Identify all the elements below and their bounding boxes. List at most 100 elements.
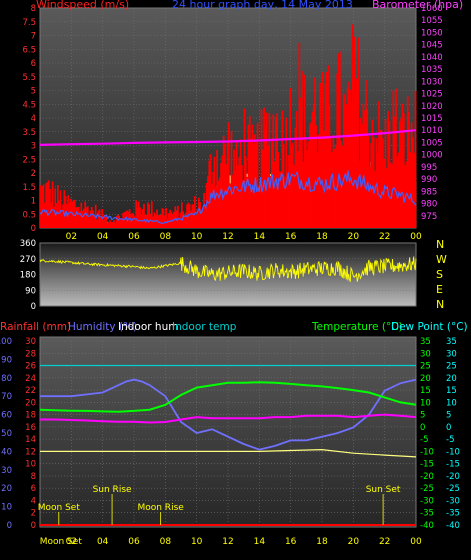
rain-tick-label: 24 — [25, 374, 36, 384]
wind-tick-label: 2 — [31, 169, 36, 179]
humidity-tick-label: 60 — [1, 411, 12, 421]
humidity-tick-label: 70 — [1, 392, 12, 402]
wind-x-tick-label: 10 — [191, 232, 203, 242]
event-label: Sun Set — [366, 485, 401, 495]
wind-x-tick-label: 22 — [379, 232, 390, 242]
wind-x-tick-label: 14 — [254, 232, 266, 242]
wind-tick-label: 0.5 — [22, 210, 36, 220]
direction-tick-label: 180 — [20, 271, 36, 281]
temp-x-tick-label: 00 — [410, 537, 422, 547]
humidity-tick-label: 80 — [1, 374, 12, 384]
wind-x-tick-label: 06 — [128, 232, 140, 242]
barometer-tick-label: 1055 — [421, 16, 443, 26]
wind-tick-label: 1.5 — [22, 183, 36, 193]
humidity-tick-label: 0 — [7, 521, 12, 531]
dew-point-tick-label: -35 — [446, 509, 460, 519]
direction-tick-label: 270 — [20, 255, 36, 265]
wind-x-tick-label: 02 — [66, 232, 77, 242]
rain-tick-label: 18 — [25, 411, 36, 421]
dew-point-tick-label: -20 — [446, 472, 460, 482]
humidity-tick-label: 20 — [1, 484, 12, 494]
humidity-tick-label: 100 — [0, 337, 12, 347]
page-title: 24 hour graph day, 14 May 2013 — [172, 0, 353, 11]
rain-tick-label: 26 — [25, 362, 36, 372]
dew-point-tick-label: -5 — [446, 435, 454, 445]
temperature-axis-label: Temperature (°C) — [311, 321, 403, 333]
wind-tick-label: 4.5 — [22, 100, 36, 110]
temperature-tick-label: 35 — [420, 337, 431, 347]
indoor-hum-label: Indoor hum — [118, 321, 178, 333]
barometer-tick-label: 1000 — [421, 151, 443, 161]
temperature-tick-label: -35 — [420, 509, 434, 519]
temp-x-tick-label: 06 — [128, 537, 140, 547]
event-label: Sun Rise — [93, 485, 132, 495]
dew-point-tick-label: -15 — [446, 460, 460, 470]
temperature-tick-label: 10 — [420, 398, 431, 408]
temperature-tick-label: -40 — [420, 521, 434, 531]
dew-point-tick-label: 15 — [446, 386, 457, 396]
barometer-tick-label: 975 — [421, 212, 437, 222]
wind-x-tick-label: 04 — [97, 232, 109, 242]
barometer-tick-label: 1020 — [421, 102, 443, 112]
direction-tick-label: 0 — [31, 302, 36, 312]
rain-tick-label: 6 — [31, 484, 36, 494]
rain-tick-label: 28 — [25, 349, 36, 359]
dew-point-tick-label: 20 — [446, 374, 457, 384]
wind-tick-label: 1 — [31, 197, 36, 207]
wind-tick-label: 3.5 — [22, 128, 36, 138]
moon-set-axis-label: Moon Set — [40, 537, 83, 547]
rain-tick-label: 30 — [25, 337, 36, 347]
temperature-tick-label: 25 — [420, 362, 431, 372]
temperature-tick-label: -5 — [420, 435, 428, 445]
dew-point-tick-label: -10 — [446, 447, 460, 457]
temp-x-tick-label: 08 — [160, 537, 172, 547]
temperature-tick-label: 0 — [420, 423, 425, 433]
barometer-tick-label: 1035 — [421, 65, 443, 75]
rain-tick-label: 0 — [31, 521, 36, 531]
wind-x-tick-label: 18 — [316, 232, 328, 242]
rain-tick-label: 8 — [31, 472, 36, 482]
compass-letter: S — [436, 268, 443, 281]
dew-point-tick-label: 35 — [446, 337, 457, 347]
dew-point-tick-label: -30 — [446, 496, 460, 506]
barometer-tick-label: 995 — [421, 163, 437, 173]
temp-x-tick-label: 16 — [285, 537, 297, 547]
temp-x-tick-label: 14 — [254, 537, 266, 547]
wind-gust-bar — [415, 91, 417, 228]
wind-tick-label: 2.5 — [22, 155, 36, 165]
humidity-tick-label: 50 — [1, 429, 12, 439]
rain-tick-label: 2 — [31, 509, 36, 519]
dew-point-axis-label: Dew Point (°C) — [391, 321, 468, 333]
wind-x-tick-label: 12 — [222, 232, 233, 242]
wind-x-tick-label: 20 — [348, 232, 360, 242]
rain-tick-label: 12 — [25, 447, 36, 457]
dew-point-tick-label: -25 — [446, 484, 460, 494]
barometer-tick-label: 1015 — [421, 114, 443, 124]
barometer-tick-label: 1010 — [421, 126, 443, 136]
rain-tick-label: 16 — [25, 423, 36, 433]
rain-tick-label: 14 — [25, 435, 36, 445]
dew-point-tick-label: 25 — [446, 362, 457, 372]
temperature-tick-label: 15 — [420, 386, 431, 396]
humidity-tick-label: 40 — [1, 447, 12, 457]
temperature-tick-label: 5 — [420, 411, 425, 421]
dew-point-tick-label: 30 — [446, 349, 457, 359]
event-label: Moon Set — [38, 503, 81, 513]
temperature-tick-label: 20 — [420, 374, 431, 384]
wind-tick-label: 6 — [31, 59, 36, 69]
wind-tick-label: 5.5 — [22, 73, 36, 83]
direction-tick-label: 90 — [25, 286, 36, 296]
temperature-tick-label: 30 — [420, 349, 431, 359]
rain-tick-label: 20 — [25, 398, 36, 408]
barometer-tick-label: 1030 — [421, 77, 443, 87]
compass-letter: N — [436, 238, 444, 251]
wind-x-tick-label: 08 — [160, 232, 172, 242]
rain-tick-label: 22 — [25, 386, 36, 396]
compass-letter: E — [436, 283, 443, 296]
barometer-tick-label: 1045 — [421, 41, 443, 51]
barometer-tick-label: 1050 — [421, 28, 443, 38]
dew-point-tick-label: -40 — [446, 521, 460, 531]
wind-barometer-panel: 00.511.522.533.544.555.566.577.58 975980… — [22, 0, 463, 242]
